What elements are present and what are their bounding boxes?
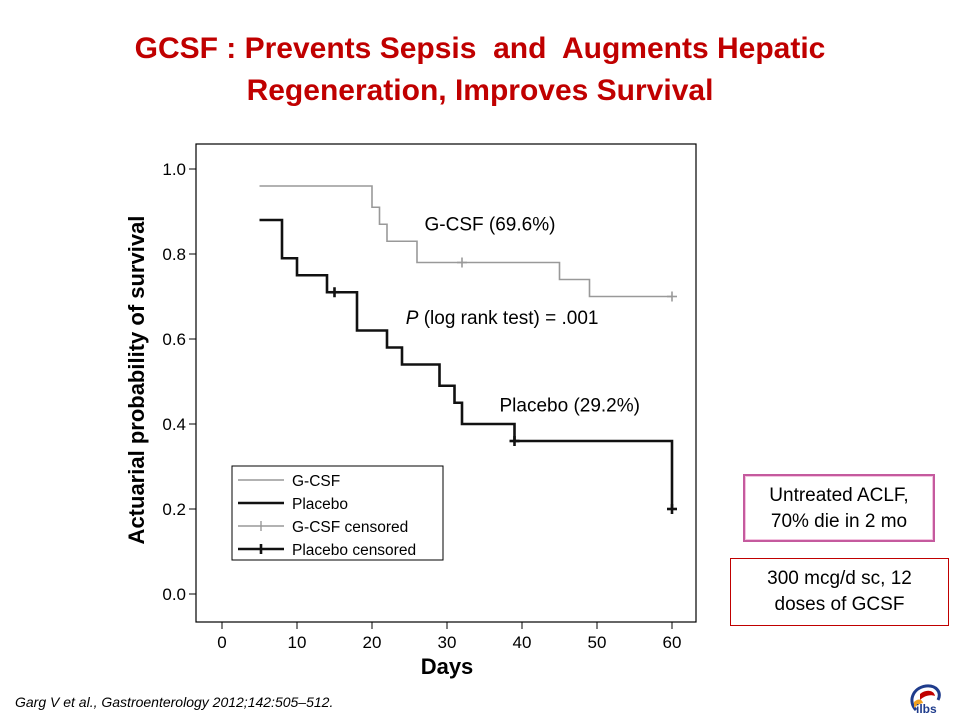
- axis-ticks: 0 10 20 30 40 50 60 0.0 0.2 0.4 0.6 0.8 1.0: [162, 160, 681, 652]
- logo-text: ilbs: [916, 702, 937, 716]
- chart-annotation: Placebo (29.2%): [500, 395, 640, 416]
- legend-label: Placebo censored: [292, 542, 416, 559]
- slide-title: GCSF : Prevents Sepsis and Augments Hepa…: [0, 28, 960, 112]
- legend: G-CSF Placebo G-CSF censored Placebo censor…: [231, 465, 444, 561]
- x-tick-label: 20: [363, 633, 382, 652]
- y-tick-label: 0.4: [162, 415, 186, 434]
- annotation-rest: (log rank test) = .001: [418, 308, 598, 329]
- chart-annotation: G-CSF (69.6%): [425, 215, 556, 236]
- y-tick-label: 0.8: [162, 245, 186, 264]
- ilbs-logo-icon: [910, 684, 941, 712]
- series-lines: [259, 185, 677, 514]
- y-tick-label: 0.2: [162, 500, 186, 519]
- y-tick-label: 0.6: [162, 330, 186, 349]
- y-tick-label: 0.0: [162, 585, 186, 604]
- chart-annotation: P (log rank test) = .001: [406, 308, 599, 329]
- legend-label: Placebo: [292, 496, 348, 513]
- x-tick-label: 10: [288, 633, 307, 652]
- x-tick-label: 50: [588, 633, 607, 652]
- annotation-italic: P: [406, 308, 419, 329]
- x-tick-label: 60: [663, 633, 682, 652]
- citation: Garg V et al., Gastroenterology 2012;142…: [15, 694, 333, 710]
- callout-1-line-1: Untreated ACLF,: [769, 485, 909, 506]
- legend-label: G-CSF: [292, 473, 340, 490]
- title-line-2: Regeneration, Improves Survival: [246, 74, 714, 107]
- citation-journal: Gastroenterology 2012;142:505–512.: [101, 694, 334, 710]
- callout-1-line-2: 70% die in 2 mo: [770, 511, 908, 532]
- y-axis-label: Actuarial probability of survival: [124, 216, 149, 545]
- series-line-placebo: [259, 218, 674, 509]
- callout-2-line-2: doses of GCSF: [774, 594, 905, 615]
- legend-label: G-CSF censored: [292, 519, 408, 536]
- x-tick-label: 30: [438, 633, 457, 652]
- untreated-aclf-callout: Untreated ACLF, 70% die in 2 mo: [743, 474, 935, 542]
- citation-authors: Garg V et al.,: [15, 694, 102, 710]
- series-line-gcsf: [259, 185, 672, 298]
- callout-2-line-1: 300 mcg/d sc, 12: [767, 568, 912, 589]
- legend-box: [231, 465, 444, 561]
- gcsf-dose-callout: 300 mcg/d sc, 12 doses of GCSF: [730, 558, 949, 626]
- x-axis-label: Days: [421, 654, 474, 679]
- y-tick-label: 1.0: [162, 160, 186, 179]
- title-line-1: GCSF : Prevents Sepsis and Augments Hepa…: [134, 32, 826, 65]
- chart-annotations: G-CSF (69.6%) P (log rank test) = .001 Pla…: [406, 215, 640, 417]
- x-tick-label: 0: [217, 633, 226, 652]
- x-tick-label: 40: [513, 633, 532, 652]
